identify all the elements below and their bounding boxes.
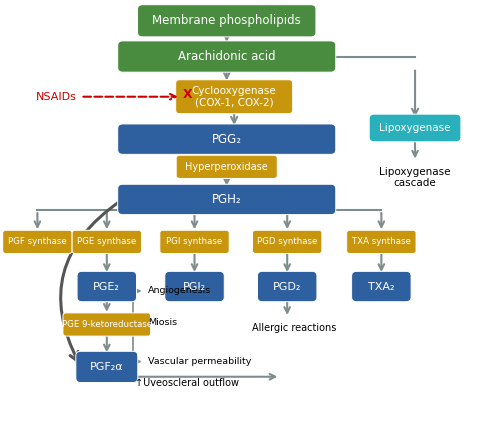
- Text: PGE 9-ketoreductase: PGE 9-ketoreductase: [62, 320, 152, 329]
- Text: Angiogenesis: Angiogenesis: [148, 286, 211, 296]
- Text: Allergic reactions: Allergic reactions: [252, 323, 337, 333]
- Text: PGF synthase: PGF synthase: [8, 237, 67, 246]
- FancyArrowPatch shape: [60, 201, 120, 362]
- Text: NSAIDs: NSAIDs: [36, 92, 76, 102]
- FancyBboxPatch shape: [258, 271, 317, 302]
- Text: Miosis: Miosis: [148, 318, 177, 327]
- Text: Lipoxygenase
cascade: Lipoxygenase cascade: [380, 167, 451, 189]
- FancyBboxPatch shape: [118, 124, 336, 154]
- Text: PGI₂: PGI₂: [183, 281, 206, 292]
- Text: Arachidonic acid: Arachidonic acid: [178, 50, 276, 63]
- FancyBboxPatch shape: [76, 351, 138, 383]
- Text: Lipoxygenase: Lipoxygenase: [380, 123, 451, 133]
- FancyBboxPatch shape: [165, 271, 224, 302]
- Text: TXA synthase: TXA synthase: [352, 237, 411, 246]
- Text: PGD synthase: PGD synthase: [257, 237, 318, 246]
- FancyBboxPatch shape: [369, 114, 461, 142]
- FancyBboxPatch shape: [352, 271, 411, 302]
- Text: PGI synthase: PGI synthase: [166, 237, 222, 246]
- Text: ↑Uveoscleral outflow: ↑Uveoscleral outflow: [135, 378, 239, 388]
- Text: Membrane phospholipids: Membrane phospholipids: [152, 14, 301, 27]
- FancyBboxPatch shape: [176, 80, 292, 114]
- Text: PGD₂: PGD₂: [273, 281, 302, 292]
- FancyBboxPatch shape: [118, 184, 336, 215]
- FancyBboxPatch shape: [63, 313, 150, 336]
- Text: PGG₂: PGG₂: [212, 133, 242, 146]
- FancyBboxPatch shape: [138, 5, 316, 37]
- Text: X: X: [183, 88, 192, 101]
- FancyBboxPatch shape: [118, 41, 336, 72]
- FancyBboxPatch shape: [160, 230, 229, 254]
- FancyBboxPatch shape: [176, 155, 278, 178]
- Text: Hyperperoxidase: Hyperperoxidase: [186, 162, 268, 172]
- Text: Cyclooxygenase
(COX-1, COX-2): Cyclooxygenase (COX-1, COX-2): [192, 86, 276, 108]
- FancyBboxPatch shape: [72, 230, 142, 254]
- FancyBboxPatch shape: [252, 230, 322, 254]
- Text: PGH₂: PGH₂: [212, 193, 242, 206]
- Text: PGE₂: PGE₂: [94, 281, 120, 292]
- FancyBboxPatch shape: [2, 230, 72, 254]
- Text: Vascular permeability: Vascular permeability: [148, 357, 252, 366]
- Text: TXA₂: TXA₂: [368, 281, 394, 292]
- Text: PGE synthase: PGE synthase: [77, 237, 136, 246]
- FancyBboxPatch shape: [346, 230, 416, 254]
- FancyBboxPatch shape: [77, 271, 136, 302]
- Text: PGF₂α: PGF₂α: [90, 362, 124, 372]
